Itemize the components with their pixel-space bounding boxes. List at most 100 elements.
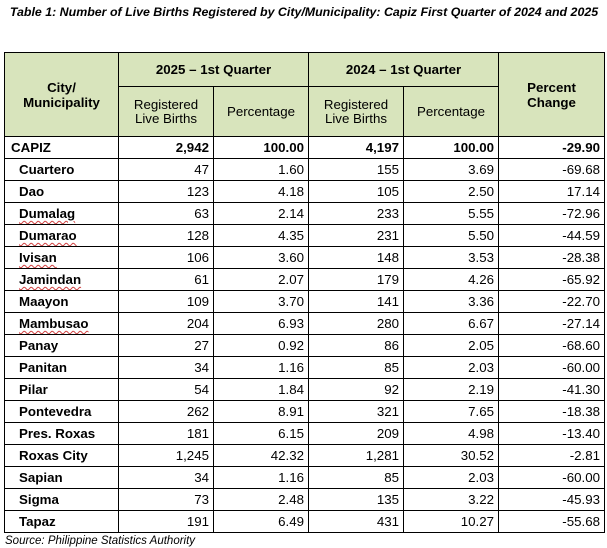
births-2024: 141 <box>308 290 404 313</box>
pct-2025: 6.49 <box>213 510 309 533</box>
row-name: Sapian <box>4 466 119 489</box>
municipality-name: Pilar <box>19 382 48 397</box>
births-2024: 155 <box>308 158 404 181</box>
row-name: Panitan <box>4 356 119 379</box>
row-name: Cuartero <box>4 158 119 181</box>
table-row: Sigma 73 2.48 135 3.22 -45.93 <box>4 488 605 511</box>
total-row: CAPIZ 2,942 100.00 4,197 100.00 -29.90 <box>4 136 605 159</box>
births-2024: 321 <box>308 400 404 423</box>
percent-change: -18.38 <box>498 400 605 423</box>
municipality-name: Pontevedra <box>19 404 92 419</box>
births-table: City/ Municipality 2025 – 1st Quarter 20… <box>4 52 605 533</box>
pct-2024: 7.65 <box>403 400 499 423</box>
table-row: Dumalag 63 2.14 233 5.55 -72.96 <box>4 202 605 225</box>
births-2025: 61 <box>118 268 214 291</box>
pct-2024: 3.22 <box>403 488 499 511</box>
row-name: Panay <box>4 334 119 357</box>
percent-change: 17.14 <box>498 180 605 203</box>
percent-change: -69.68 <box>498 158 605 181</box>
pct-2024: 3.69 <box>403 158 499 181</box>
births-2025: 262 <box>118 400 214 423</box>
births-2025: 54 <box>118 378 214 401</box>
births-2025: 47 <box>118 158 214 181</box>
pct-2024: 30.52 <box>403 444 499 467</box>
total-name: CAPIZ <box>4 136 119 159</box>
births-2024: 135 <box>308 488 404 511</box>
percent-change: -68.60 <box>498 334 605 357</box>
pct-2024: 4.26 <box>403 268 499 291</box>
row-name: Pres. Roxas <box>4 422 119 445</box>
row-name: Jamindan <box>4 268 119 291</box>
births-2024: 209 <box>308 422 404 445</box>
row-name: Mambusao <box>4 312 119 335</box>
municipality-name: Mambusao <box>19 316 89 331</box>
pct-2025: 8.91 <box>213 400 309 423</box>
municipality-name: Cuartero <box>19 162 75 177</box>
births-2025: 34 <box>118 356 214 379</box>
pct-2024: 3.53 <box>403 246 499 269</box>
pct-2025: 1.16 <box>213 466 309 489</box>
municipality-name: Dumalag <box>19 206 76 221</box>
percent-change: -13.40 <box>498 422 605 445</box>
births-2024: 1,281 <box>308 444 404 467</box>
pct-2025: 2.48 <box>213 488 309 511</box>
pct-2024: 2.50 <box>403 180 499 203</box>
table-caption: Table 1: Number of Live Births Registere… <box>9 5 599 19</box>
table-row: Panay 27 0.92 86 2.05 -68.60 <box>4 334 605 357</box>
pct-2024: 2.03 <box>403 466 499 489</box>
source-note: Source: Philippine Statistics Authority <box>5 535 196 547</box>
header-2024: 2024 – 1st Quarter <box>308 52 499 87</box>
table-row: Panitan 34 1.16 85 2.03 -60.00 <box>4 356 605 379</box>
pct-2025: 3.70 <box>213 290 309 313</box>
table-row: Pilar 54 1.84 92 2.19 -41.30 <box>4 378 605 401</box>
total-change: -29.90 <box>498 136 605 159</box>
row-name: Sigma <box>4 488 119 511</box>
subheader-births-2025: Registered Live Births <box>118 86 214 137</box>
pct-2025: 4.18 <box>213 180 309 203</box>
pct-2025: 2.07 <box>213 268 309 291</box>
municipality-name: Panay <box>19 338 59 353</box>
header-location: City/ Municipality <box>4 52 119 137</box>
table-row: Tapaz 191 6.49 431 10.27 -55.68 <box>4 510 605 533</box>
municipality-name: Tapaz <box>19 514 56 529</box>
table-row: Cuartero 47 1.60 155 3.69 -69.68 <box>4 158 605 181</box>
subheader-births-2024: Registered Live Births <box>308 86 404 137</box>
births-2024: 105 <box>308 180 404 203</box>
births-2024: 148 <box>308 246 404 269</box>
births-2025: 73 <box>118 488 214 511</box>
percent-change: -44.59 <box>498 224 605 247</box>
row-name: Pontevedra <box>4 400 119 423</box>
pct-2025: 0.92 <box>213 334 309 357</box>
row-name: Dumarao <box>4 224 119 247</box>
table-row: Dumarao 128 4.35 231 5.50 -44.59 <box>4 224 605 247</box>
percent-change: -45.93 <box>498 488 605 511</box>
pct-2024: 2.19 <box>403 378 499 401</box>
table-row: Mambusao 204 6.93 280 6.67 -27.14 <box>4 312 605 335</box>
total-pct-2025: 100.00 <box>213 136 309 159</box>
table-row: Jamindan 61 2.07 179 4.26 -65.92 <box>4 268 605 291</box>
municipality-name: Maayon <box>19 294 69 309</box>
total-births-2024: 4,197 <box>308 136 404 159</box>
births-2025: 109 <box>118 290 214 313</box>
row-name: Tapaz <box>4 510 119 533</box>
births-2025: 1,245 <box>118 444 214 467</box>
total-pct-2024: 100.00 <box>403 136 499 159</box>
births-2025: 27 <box>118 334 214 357</box>
table-row: Dao 123 4.18 105 2.50 17.14 <box>4 180 605 203</box>
pct-2024: 5.55 <box>403 202 499 225</box>
pct-2024: 3.36 <box>403 290 499 313</box>
pct-2024: 2.05 <box>403 334 499 357</box>
births-2024: 92 <box>308 378 404 401</box>
table-row: Ivisan 106 3.60 148 3.53 -28.38 <box>4 246 605 269</box>
births-2025: 63 <box>118 202 214 225</box>
municipality-name: Sigma <box>19 492 59 507</box>
pct-2025: 3.60 <box>213 246 309 269</box>
pct-2024: 10.27 <box>403 510 499 533</box>
births-2024: 280 <box>308 312 404 335</box>
percent-change: -2.81 <box>498 444 605 467</box>
row-name: Maayon <box>4 290 119 313</box>
pct-2024: 6.67 <box>403 312 499 335</box>
header-2025: 2025 – 1st Quarter <box>118 52 309 87</box>
municipality-name: Panitan <box>19 360 68 375</box>
pct-2025: 1.16 <box>213 356 309 379</box>
